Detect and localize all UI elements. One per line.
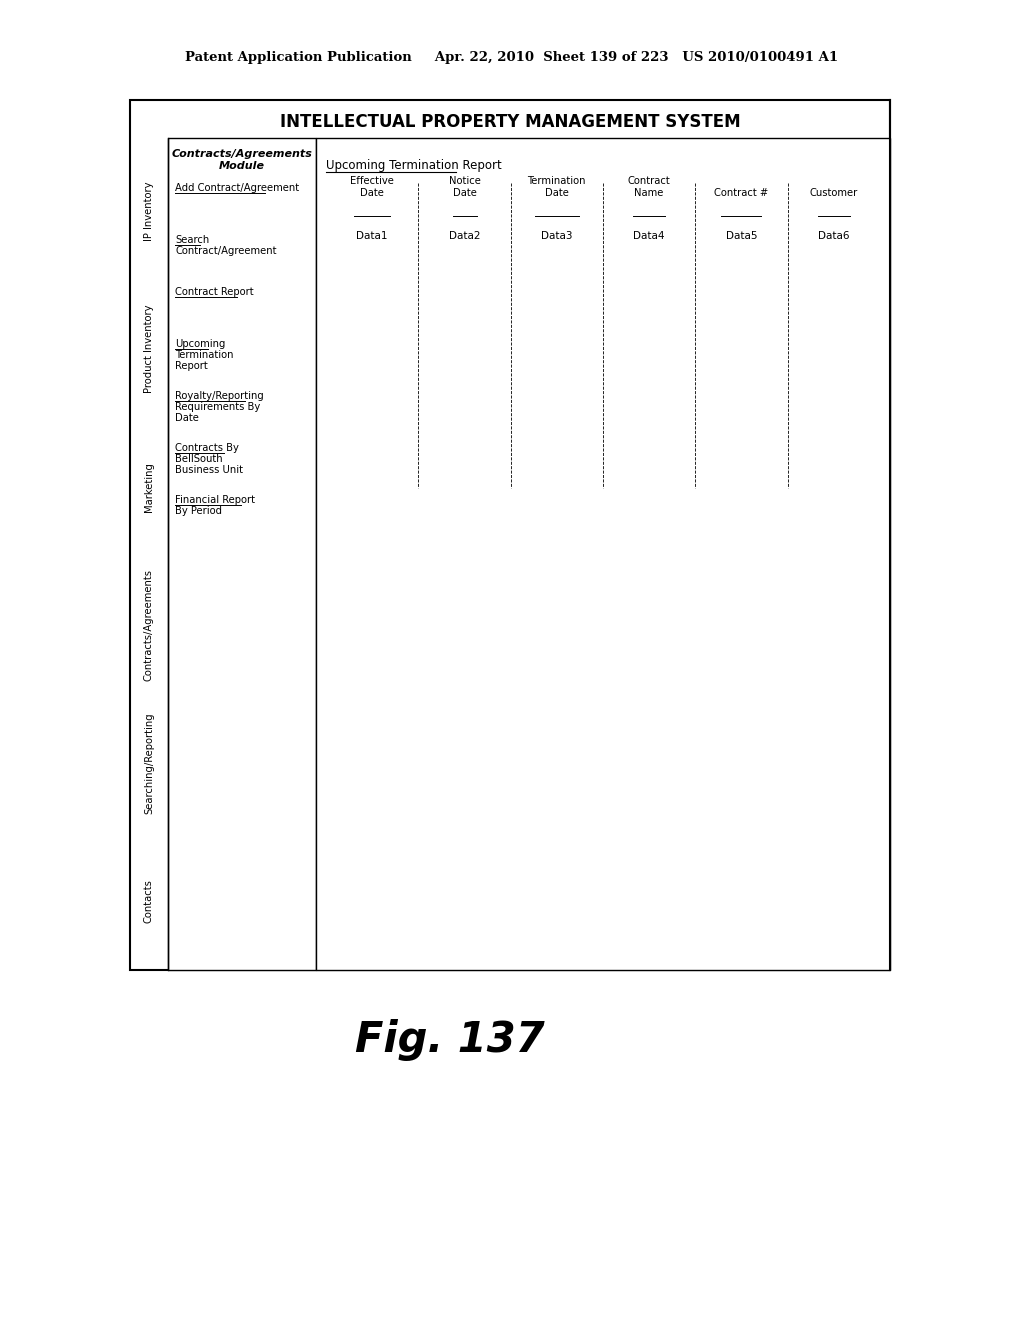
Text: Search: Search xyxy=(175,235,209,246)
Text: Upcoming: Upcoming xyxy=(175,339,225,348)
Text: Requirements By: Requirements By xyxy=(175,403,260,412)
Text: Business Unit: Business Unit xyxy=(175,465,243,475)
Text: Termination: Termination xyxy=(175,350,233,360)
Text: INTELLECTUAL PROPERTY MANAGEMENT SYSTEM: INTELLECTUAL PROPERTY MANAGEMENT SYSTEM xyxy=(280,114,740,131)
Text: By Period: By Period xyxy=(175,506,222,516)
Text: Financial Report: Financial Report xyxy=(175,495,255,506)
Text: Data2: Data2 xyxy=(449,231,480,242)
Text: Contracts/Agreements
Module: Contracts/Agreements Module xyxy=(172,149,312,170)
Text: Date: Date xyxy=(175,413,199,422)
Text: Patent Application Publication     Apr. 22, 2010  Sheet 139 of 223   US 2010/010: Patent Application Publication Apr. 22, … xyxy=(185,51,839,65)
Text: Add Contract/Agreement: Add Contract/Agreement xyxy=(175,183,299,193)
Text: Contract #: Contract # xyxy=(715,187,769,198)
Bar xyxy=(168,139,316,970)
Text: Notice
Date: Notice Date xyxy=(449,177,480,198)
Text: Data3: Data3 xyxy=(541,231,572,242)
Text: IP Inventory: IP Inventory xyxy=(144,181,154,240)
Bar xyxy=(316,139,890,970)
Bar xyxy=(130,100,890,970)
Text: Searching/Reporting: Searching/Reporting xyxy=(144,713,154,814)
Text: Upcoming Termination Report: Upcoming Termination Report xyxy=(326,160,502,173)
Text: Fig. 137: Fig. 137 xyxy=(355,1019,545,1061)
Text: Effective
Date: Effective Date xyxy=(350,177,394,198)
Text: Royalty/Reporting: Royalty/Reporting xyxy=(175,391,264,401)
Text: Contacts: Contacts xyxy=(144,879,154,923)
Text: BellSouth: BellSouth xyxy=(175,454,222,465)
Text: Marketing: Marketing xyxy=(144,462,154,512)
Text: Product Inventory: Product Inventory xyxy=(144,305,154,393)
Text: Contract Report: Contract Report xyxy=(175,286,254,297)
Text: Data5: Data5 xyxy=(726,231,758,242)
Text: Termination
Date: Termination Date xyxy=(527,177,586,198)
Text: Contract
Name: Contract Name xyxy=(628,177,671,198)
Text: Report: Report xyxy=(175,360,208,371)
Text: Contracts/Agreements: Contracts/Agreements xyxy=(144,569,154,681)
Text: Customer: Customer xyxy=(810,187,858,198)
Text: Contracts By: Contracts By xyxy=(175,444,239,453)
Text: Data1: Data1 xyxy=(356,231,388,242)
Text: Data4: Data4 xyxy=(634,231,665,242)
Text: Data6: Data6 xyxy=(818,231,850,242)
Text: Contract/Agreement: Contract/Agreement xyxy=(175,246,276,256)
